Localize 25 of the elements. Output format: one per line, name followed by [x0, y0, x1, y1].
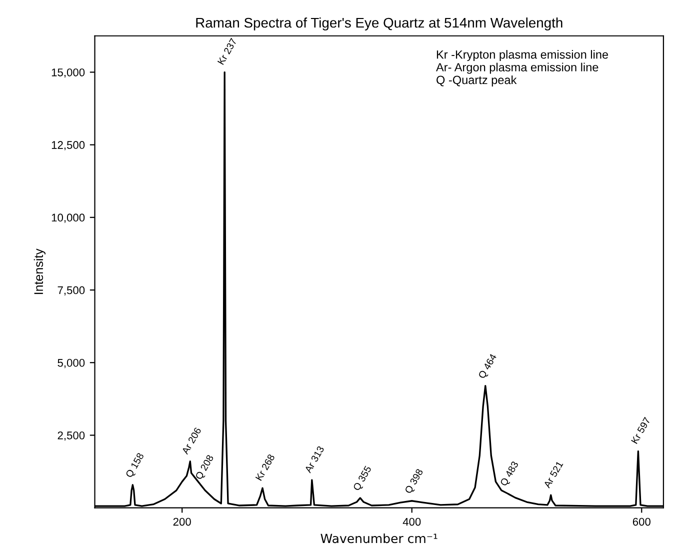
- annotation: Ar 206: [181, 426, 202, 455]
- y-tick-label: 5,000: [58, 358, 85, 368]
- x-axis-title: Wavenumber cm⁻¹: [320, 533, 438, 544]
- annotation: Kr 237: [217, 38, 238, 65]
- annotation: Q 483: [500, 460, 520, 488]
- chart-title: Raman Spectra of Tiger's Eye Quartz at 514nm Wavelength: [196, 17, 562, 30]
- y-tick-label: 2,500: [58, 432, 85, 441]
- y-tick-label: 12,500: [52, 141, 85, 150]
- y-axis-title: Intensity: [34, 248, 46, 294]
- annotation: Kr -Krypton plasma emission line Ar- Argon plasma emission line Q -Quartz peak: [436, 50, 608, 86]
- x-tick-label: 200: [173, 518, 191, 526]
- annotation: Ar 521: [543, 460, 564, 489]
- x-tick-label: 600: [632, 518, 650, 526]
- y-tick-label: 15,000: [52, 68, 85, 78]
- x-tick-label: 400: [402, 518, 421, 526]
- annotation: Q 208: [195, 454, 216, 481]
- annotation: Q 355: [352, 465, 374, 492]
- y-tick-label: 7,500: [58, 286, 85, 296]
- y-tick-label: 10,000: [52, 214, 85, 223]
- annotation: Q 158: [125, 452, 146, 479]
- annotation: Kr 597: [630, 416, 651, 444]
- annotation: Q 398: [404, 468, 425, 495]
- annotation: Kr 268: [255, 454, 275, 481]
- annotation: Q 464: [478, 353, 498, 380]
- annotation: Ar 313: [304, 446, 324, 474]
